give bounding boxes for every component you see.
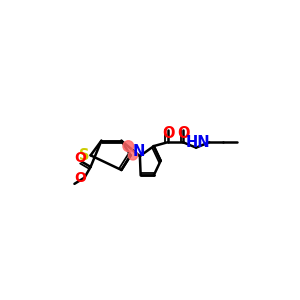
Text: O: O (178, 125, 190, 140)
Circle shape (128, 151, 138, 160)
Circle shape (123, 141, 134, 152)
Text: O: O (162, 125, 175, 140)
Text: O: O (75, 152, 86, 165)
Text: O: O (75, 172, 86, 185)
Text: N: N (133, 144, 145, 159)
Text: HN: HN (185, 135, 210, 150)
Text: S: S (79, 148, 90, 163)
